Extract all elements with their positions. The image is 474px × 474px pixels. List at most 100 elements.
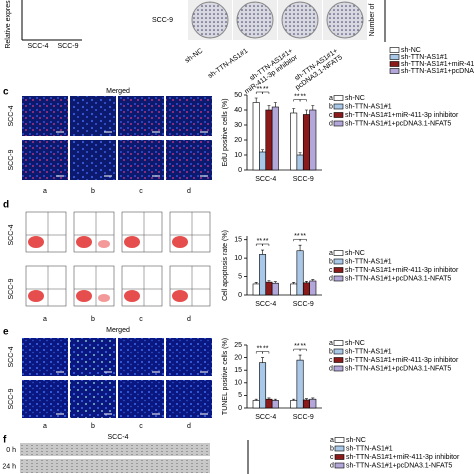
legend-key: c [329,357,333,364]
legend-key: b [329,258,333,265]
micrograph [22,140,68,180]
micrograph [70,338,116,376]
legend-label: sh-TTN-AS1#1+pcDNA3.1-NFAT5 [345,120,451,127]
row-label: SCC-4 [8,105,15,126]
legend-label: sh-NC [401,47,421,54]
panel-letter: e [3,327,9,338]
group-label: sh-TTN-AS1#1+miR-411-3p inhibitor [239,47,299,96]
legend-swatch [333,103,344,110]
column-label: c [139,188,143,195]
y-label: Cell apoptosis rate (%) [222,230,229,301]
bar [252,400,260,409]
legend-swatch [333,340,344,346]
micrograph [166,96,212,136]
bar [309,109,317,171]
micrograph [22,96,68,136]
sig-bracket [299,348,307,352]
legend-swatch [334,462,345,469]
sig-label: ** [301,233,307,240]
x-tick-label: SCC-4 [255,414,276,421]
plate [191,1,229,39]
event-cloud [28,290,44,302]
micrograph [166,380,212,418]
bar [302,282,310,296]
bar [309,398,317,409]
flow-plot [169,265,211,307]
error-bar [298,244,302,251]
panel-letter: f [3,435,7,446]
legend-label: sh-TTN-AS1#1+pcDNA3.1-NFAT5 [346,462,452,469]
error-bar [273,398,277,401]
legend-swatch [334,454,345,460]
y-label: TUNEL positive cells (%) [222,338,229,415]
x-tick-label: SCC-9 [293,301,314,308]
sig-label: ** [257,238,263,245]
sig-label: ** [263,345,269,352]
event-cloud [98,240,110,248]
panel-title: SCC-4 [107,434,128,441]
micrograph [166,140,212,180]
legend-label: sh-NC [346,437,366,444]
bar [259,254,267,296]
legend-label: sh-TTN-AS1#1+miR-411-3p inhibitor [346,454,460,461]
legend-key: d [329,120,333,127]
legend-label: sh-TTN-AS1#1+pcDNA3.1-NFAT5 [345,365,451,372]
event-cloud [172,236,188,248]
legend-swatch [389,61,400,67]
sig-bracket [299,99,307,102]
error-bar [267,280,271,283]
micrograph [118,338,164,376]
micrograph [70,140,116,180]
legend-swatch [333,365,344,372]
y-tick-label: 15 [234,367,242,374]
column-label: c [139,423,143,430]
legend-label: sh-TTN-AS1#1+miR-411-3p inhibitor [401,61,474,68]
column-label: a [43,316,47,323]
sig-label: ** [294,233,300,240]
y-label: Number of [369,4,376,37]
bar [296,154,304,171]
legend-key: a [330,437,334,444]
row-label: SCC-9 [8,278,15,299]
plate [236,1,274,39]
row-label: SCC-9 [8,388,15,409]
legend-key: d [329,275,333,282]
event-cloud [124,236,140,248]
legend-label: sh-TTN-AS1#1+miR-411-3p inhibitor [345,112,459,119]
bar [265,398,273,409]
row-label: SCC-4 [8,346,15,367]
event-cloud [28,236,44,248]
legend-label: sh-TTN-AS1#1+miR-411-3p inhibitor [345,357,459,364]
error-bar [292,282,296,284]
bar [290,400,298,409]
y-tick-label: 5 [238,392,242,399]
error-bar [311,105,315,110]
event-cloud [76,236,92,248]
bar [259,362,267,409]
panel-title: Merged [106,88,130,95]
sig-bracket [262,351,270,354]
event-cloud [98,294,110,302]
y-tick-label: 40 [234,107,242,114]
y-tick-label: 0 [238,292,242,299]
panel-letter: d [3,200,9,211]
legend-swatch [333,112,344,118]
bar [296,250,304,296]
legend-label: sh-NC [345,95,365,102]
bar [265,281,273,296]
error-bar [254,282,258,284]
micrograph [118,96,164,136]
y-tick-label: 20 [234,354,242,361]
error-bar [292,398,296,401]
legend-key: a [329,250,333,257]
legend-label: sh-NC [345,340,365,347]
bar [290,283,298,296]
scratch-image [20,459,210,473]
micrograph [70,96,116,136]
y-tick-label: 25 [234,342,242,349]
legend-swatch [389,47,400,53]
bar [265,109,273,171]
bar [290,112,298,171]
y-tick-label: 15 [234,237,242,244]
y-tick-label: 10 [234,255,242,262]
